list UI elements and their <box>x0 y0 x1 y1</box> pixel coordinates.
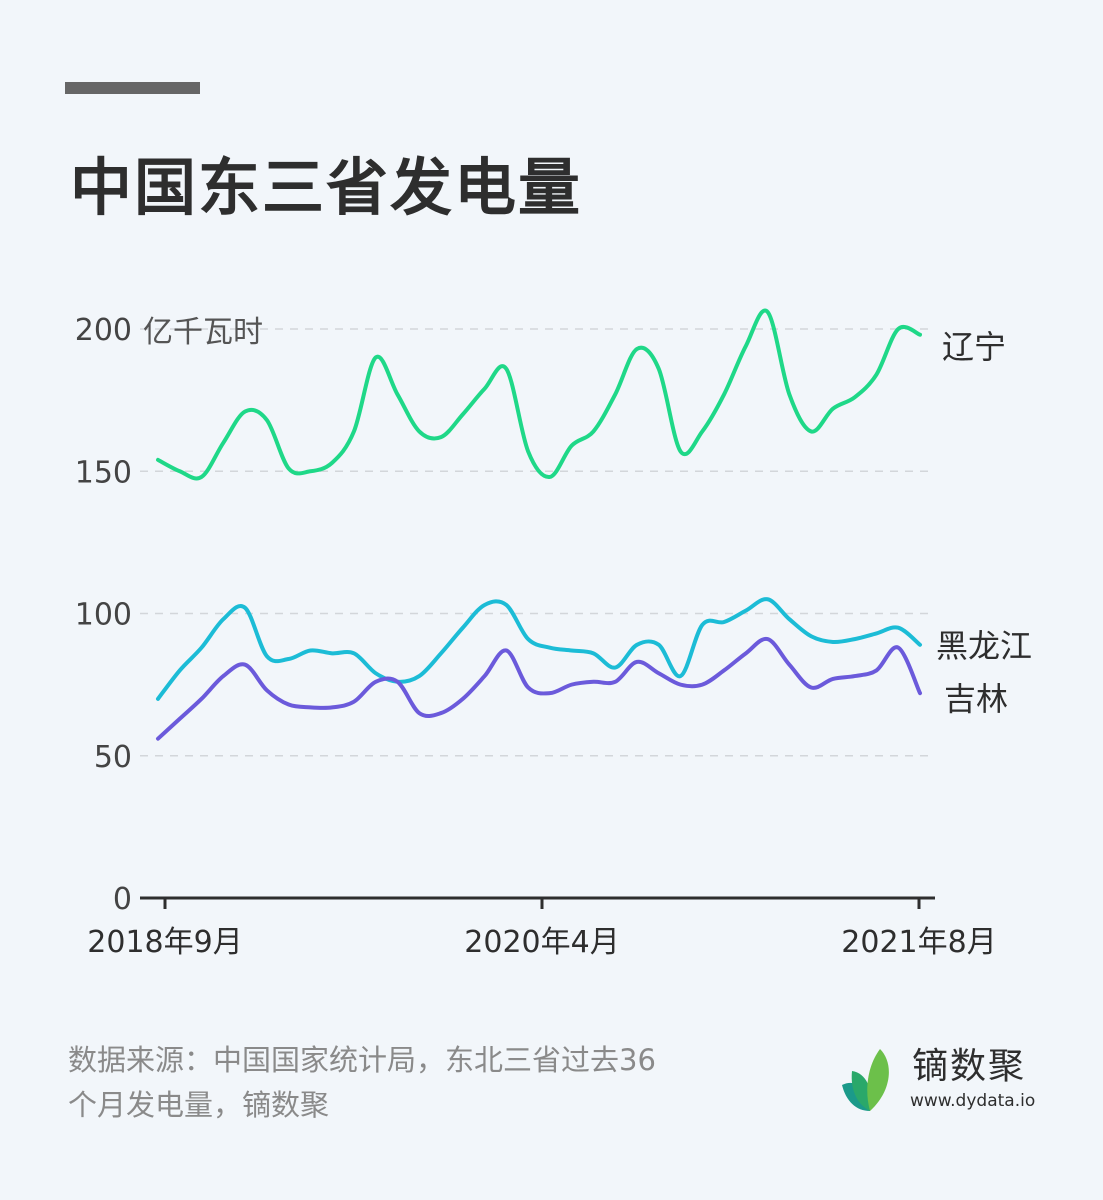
chart-title: 中国东三省发电量 <box>70 151 583 224</box>
series-line-heilongjiang <box>156 597 922 701</box>
series-line-jilin <box>156 636 922 741</box>
source-line-1: 数据来源：中国国家统计局，东北三省过去36 <box>68 1043 656 1077</box>
y-tick-label: 200 <box>75 313 132 348</box>
x-axis-ticks: 2018年9月 2020年4月 2021年8月 <box>87 898 997 960</box>
y-tick-label: 50 <box>94 740 132 775</box>
series-label-heilongjiang: 黑龙江 <box>936 627 1032 665</box>
brand-logo: 镝数聚 www.dydata.io <box>840 1045 1040 1115</box>
y-axis-ticks: 0 50 100 150 200 <box>75 313 132 917</box>
series-line-liaoning <box>156 308 922 481</box>
series-lines <box>156 308 922 741</box>
logo-url: www.dydata.io <box>910 1091 1036 1111</box>
y-tick-label: 100 <box>75 598 132 633</box>
y-tick-label: 150 <box>75 455 132 490</box>
x-tick-label: 2020年4月 <box>464 925 619 960</box>
series-label-liaoning: 辽宁 <box>942 328 1006 366</box>
series-label-jilin: 吉林 <box>944 680 1008 718</box>
logo-name: 镝数聚 <box>912 1046 1027 1087</box>
source-line-2: 个月发电量，镝数聚 <box>68 1088 330 1122</box>
data-source-note: 数据来源：中国国家统计局，东北三省过去36 个月发电量，镝数聚 <box>68 1038 758 1128</box>
gridlines <box>140 328 930 757</box>
decorative-top-bar <box>65 82 200 94</box>
x-tick-label: 2018年9月 <box>87 925 242 960</box>
x-tick-label: 2021年8月 <box>841 925 996 960</box>
y-axis-unit-label: 亿千瓦时 <box>143 315 263 350</box>
leaf-logo-icon <box>842 1049 889 1111</box>
y-tick-label: 0 <box>113 882 132 917</box>
